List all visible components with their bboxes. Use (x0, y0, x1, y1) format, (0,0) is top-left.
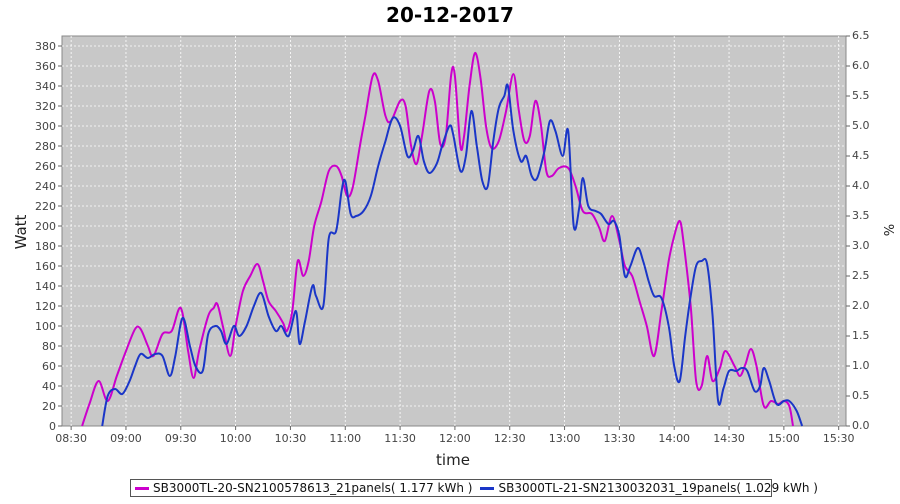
legend-label-series-2: SB3000TL-21-SN2130032031_19panels( 1.029… (498, 481, 818, 495)
chart-title: 20-12-2017 (386, 3, 514, 27)
y-tick-label: 280 (35, 140, 56, 153)
x-tick-label: 10:30 (275, 432, 307, 445)
y-tick-label: 180 (35, 240, 56, 253)
legend-item-series-2: SB3000TL-21-SN2130032031_19panels( 1.029… (480, 481, 818, 495)
y2-tick-label: 1.5 (852, 329, 870, 342)
y-tick-label: 120 (35, 300, 56, 313)
x-tick-label: 15:00 (768, 432, 800, 445)
y-tick-label: 380 (35, 40, 56, 53)
y-tick-label: 200 (35, 220, 56, 233)
y-tick-label: 160 (35, 260, 56, 273)
y2-tick-label: 5.5 (852, 89, 870, 102)
x-tick-label: 13:00 (549, 432, 581, 445)
y2-tick-label: 6.5 (852, 29, 870, 42)
legend-swatch-series-2 (480, 486, 495, 490)
legend-swatch-series-1 (135, 486, 149, 490)
y2-tick-label: 3.5 (852, 209, 870, 222)
y-tick-label: 260 (35, 160, 56, 173)
x-tick-label: 08:30 (55, 432, 87, 445)
y-tick-label: 240 (35, 180, 56, 193)
plot-background (61, 35, 847, 427)
legend: SB3000TL-20-SN2100578613_21panels( 1.177… (130, 479, 818, 497)
legend-item-series-1: SB3000TL-20-SN2100578613_21panels( 1.177… (135, 481, 472, 495)
series-line-2 (101, 83, 804, 427)
y2-tick-label: 0.0 (852, 419, 870, 432)
y-tick-label: 300 (35, 120, 56, 133)
x-tick-label: 14:30 (713, 432, 745, 445)
x-tick-label: 10:00 (220, 432, 252, 445)
y-tick-label: 360 (35, 60, 56, 73)
x-tick-label: 15:30 (823, 432, 855, 445)
series-layer (81, 51, 804, 427)
y-tick-label: 140 (35, 280, 56, 293)
y2-tick-label: 6.0 (852, 59, 870, 72)
y2-tick-label: 4.5 (852, 149, 870, 162)
y2-tick-label: 5.0 (852, 119, 870, 132)
axes: 0 20 40 60 80 100 120 140 160 180 200 220 240 260 280 3… (35, 29, 870, 445)
y2-axis-label: % (880, 224, 895, 236)
grid (62, 36, 846, 426)
series-line-1 (81, 51, 794, 427)
y2-tick-label: 2.5 (852, 269, 870, 282)
y-tick-label: 220 (35, 200, 56, 213)
x-tick-label: 13:30 (604, 432, 636, 445)
x-tick-label: 11:00 (329, 432, 361, 445)
y2-tick-label: 3.0 (852, 239, 870, 252)
y2-tick-label: 2.0 (852, 299, 870, 312)
x-tick-label: 14:00 (658, 432, 690, 445)
x-axis-label: time (436, 451, 470, 469)
y-tick-label: 320 (35, 100, 56, 113)
y-tick-label: 40 (42, 380, 56, 393)
y2-tick-label: 0.5 (852, 389, 870, 402)
y2-tick-label: 1.0 (852, 359, 870, 372)
y-tick-label: 340 (35, 80, 56, 93)
x-tick-label: 09:00 (110, 432, 142, 445)
legend-label-series-1: SB3000TL-20-SN2100578613_21panels( 1.177… (153, 481, 473, 495)
x-tick-label: 12:00 (439, 432, 471, 445)
y-tick-label: 100 (35, 320, 56, 333)
x-tick-label: 09:30 (165, 432, 197, 445)
x-tick-label: 12:30 (494, 432, 526, 445)
plot-area (61, 35, 847, 427)
y-tick-label: 0 (49, 420, 56, 433)
y-tick-label: 80 (42, 340, 56, 353)
y-axis-label: Watt (12, 214, 30, 249)
y-tick-label: 60 (42, 360, 56, 373)
x-tick-label: 11:30 (384, 432, 416, 445)
y-tick-label: 20 (42, 400, 56, 413)
y2-tick-label: 4.0 (852, 179, 870, 192)
